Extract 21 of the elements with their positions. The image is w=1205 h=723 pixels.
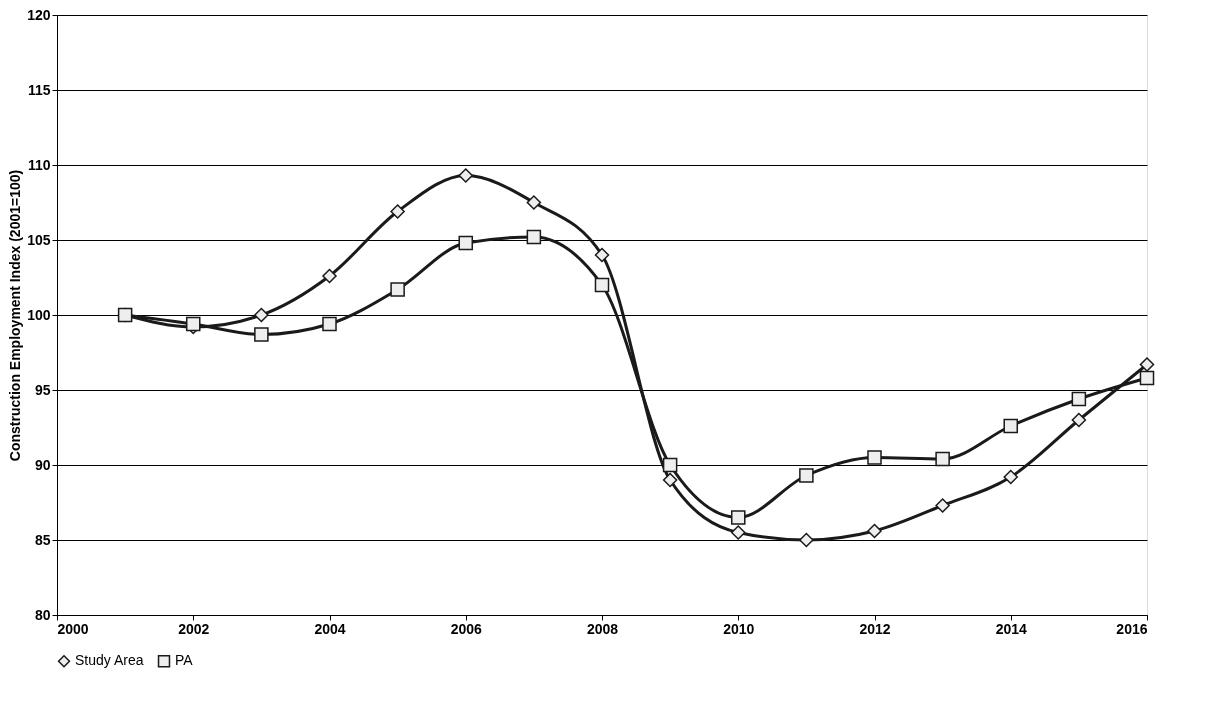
x-tick-label: 2002 (178, 620, 210, 637)
y-tick-label: 115 (27, 81, 51, 98)
y-tick-label: 85 (34, 531, 51, 548)
x-tick-label: 2010 (723, 620, 755, 637)
y-tick-label: 80 (34, 606, 51, 623)
x-tick-label: 2006 (450, 620, 483, 637)
legend-label: PA (175, 652, 194, 669)
y-tick-label: 95 (34, 381, 51, 398)
x-tick-label: 2004 (314, 620, 346, 637)
x-tick-label: 2000 (57, 620, 89, 637)
x-tick-label: 2012 (859, 620, 891, 637)
y-tick-label: 110 (27, 156, 51, 173)
y-tick-label: 90 (34, 456, 51, 473)
x-tick-label: 2014 (995, 620, 1028, 637)
x-tick-label: 2016 (1116, 620, 1148, 637)
y-axis-title: Construction Employment Index (2001=100) (7, 169, 24, 462)
y-tick-label: 100 (27, 306, 51, 323)
y-tick-label: 105 (27, 231, 51, 248)
x-tick-label: 2008 (586, 620, 619, 637)
legend-label: Study Area (75, 652, 144, 669)
y-tick-label: 120 (27, 6, 51, 23)
